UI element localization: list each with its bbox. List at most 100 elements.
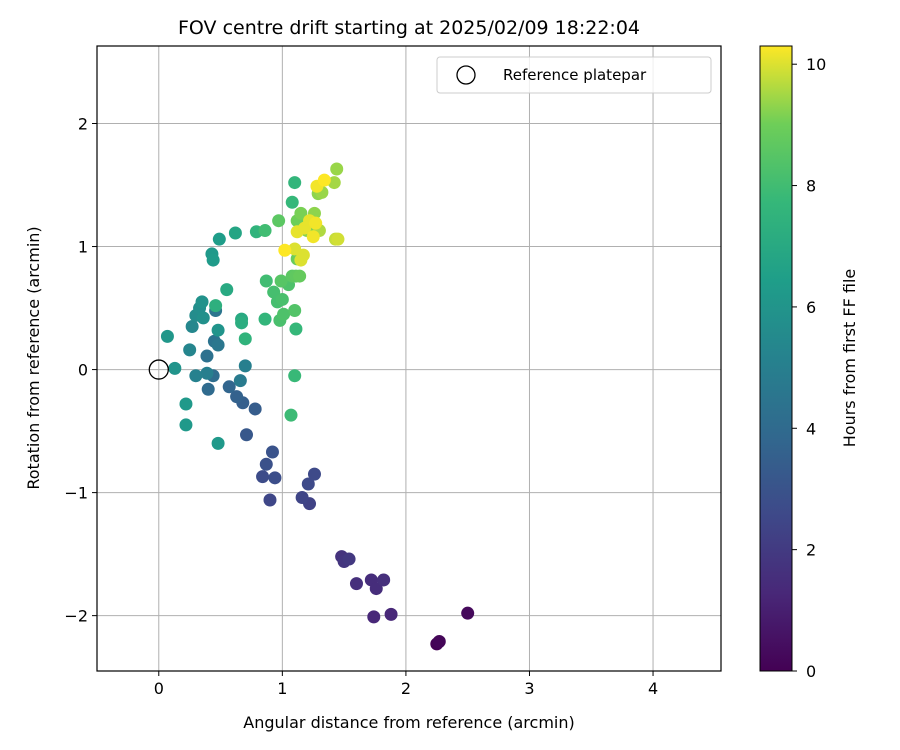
y-tick-label: 1 (78, 238, 88, 257)
data-point (256, 470, 270, 484)
data-point (211, 323, 225, 337)
y-axis-ticks: −2 −1 0 1 2 (64, 115, 97, 626)
data-point (272, 214, 286, 228)
colorbar-tick-label: 6 (806, 298, 816, 317)
data-point (168, 361, 182, 375)
data-point (230, 390, 244, 404)
y-tick-label: −1 (64, 484, 88, 503)
data-point (179, 397, 193, 411)
data-point (461, 606, 475, 620)
x-tick-label: 4 (648, 679, 658, 698)
data-point (288, 369, 302, 383)
data-point (233, 374, 247, 388)
data-point (258, 312, 272, 326)
data-point (342, 552, 356, 566)
legend: Reference platepar (436, 56, 712, 94)
data-point (288, 176, 302, 190)
y-tick-label: 0 (78, 361, 88, 380)
legend-reference-marker (456, 65, 476, 85)
data-point (288, 304, 302, 318)
data-point (278, 243, 292, 257)
colorbar-tick-label: 2 (806, 541, 816, 560)
data-point (160, 329, 174, 343)
chart-title: FOV centre drift starting at 2025/02/09 … (178, 17, 640, 39)
data-point (306, 230, 320, 244)
data-point (295, 491, 309, 505)
data-point (183, 343, 197, 357)
y-tick-label: −2 (64, 607, 88, 626)
data-point (349, 577, 363, 591)
y-tick-label: 2 (78, 115, 88, 134)
x-axis-ticks: 0 1 2 3 4 (154, 671, 658, 698)
data-point (331, 232, 345, 246)
data-point (327, 176, 341, 190)
data-point (248, 402, 262, 416)
x-tick-label: 0 (154, 679, 164, 698)
colorbar-tick-label: 10 (806, 55, 826, 74)
data-point (201, 382, 215, 396)
data-point (238, 359, 252, 373)
data-point (301, 477, 315, 491)
data-point (274, 274, 288, 288)
reference-point (148, 359, 169, 380)
data-point (179, 418, 193, 432)
data-point (185, 320, 199, 334)
colorbar-tick-label: 4 (806, 419, 816, 438)
data-point (289, 322, 303, 336)
data-points (160, 162, 475, 651)
data-point (317, 173, 331, 187)
data-point (309, 216, 323, 230)
colorbar-gradient (759, 45, 793, 672)
data-point (258, 224, 272, 238)
data-point (259, 274, 273, 288)
colorbar-ticks: 0 2 4 6 8 10 (792, 55, 826, 681)
data-point (189, 369, 203, 383)
data-point (267, 285, 281, 299)
data-point (196, 311, 210, 325)
grid-lines (97, 46, 721, 671)
data-point (228, 226, 242, 240)
plot-frame (96, 45, 722, 672)
data-point (285, 195, 299, 209)
data-point (222, 380, 236, 394)
data-point (296, 248, 310, 262)
data-point (206, 253, 220, 267)
colorbar-tick-label: 0 (806, 662, 816, 681)
data-point (265, 445, 279, 459)
data-point (377, 573, 391, 587)
data-point (211, 338, 225, 352)
data-point (209, 299, 223, 313)
data-point (275, 292, 289, 306)
y-axis-label: Rotation from reference (arcmin) (24, 226, 43, 489)
data-point (195, 295, 209, 309)
data-point (369, 582, 383, 596)
colorbar-label: Hours from first FF file (840, 269, 859, 448)
x-tick-label: 1 (277, 679, 287, 698)
x-tick-label: 2 (401, 679, 411, 698)
legend-box (436, 56, 712, 94)
data-point (200, 366, 214, 380)
data-point (307, 467, 321, 481)
data-point (367, 610, 381, 624)
data-point (235, 316, 249, 330)
data-point (212, 232, 226, 246)
x-axis-label: Angular distance from reference (arcmin) (243, 713, 574, 732)
data-point (200, 349, 214, 363)
x-tick-label: 3 (524, 679, 534, 698)
data-point (284, 408, 298, 422)
colorbar: 0 2 4 6 8 10 Hours from first FF file (759, 45, 859, 681)
data-point (238, 332, 252, 346)
data-point (293, 269, 307, 283)
data-point (220, 283, 234, 297)
data-point (263, 493, 277, 507)
data-point (384, 607, 398, 621)
colorbar-tick-label: 8 (806, 177, 816, 196)
data-point (240, 428, 254, 442)
reference-marker (148, 359, 169, 380)
data-point (259, 457, 273, 471)
data-point (432, 634, 446, 648)
data-point (294, 206, 308, 220)
legend-reference-label: Reference platepar (503, 66, 647, 84)
data-point (268, 471, 282, 485)
